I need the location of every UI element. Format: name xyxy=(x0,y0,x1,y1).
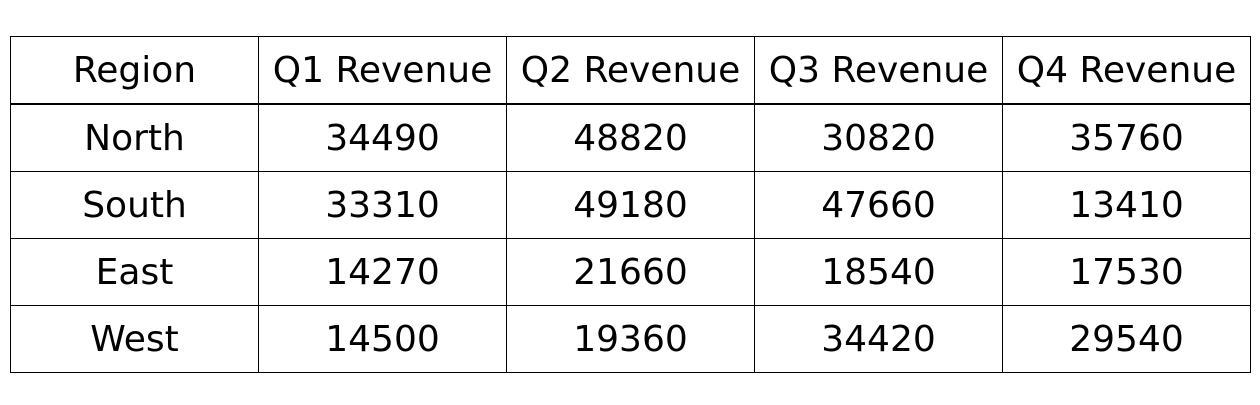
table-cell-value: 49180 xyxy=(506,171,755,239)
table-cell-value: 13410 xyxy=(1002,171,1251,239)
table-cell-value: 14500 xyxy=(258,305,507,373)
header-cell-q3-revenue: Q3 Revenue xyxy=(754,36,1003,105)
table-cell-value: 35760 xyxy=(1002,103,1251,172)
revenue-table: Region Q1 Revenue Q2 Revenue Q3 Revenue … xyxy=(10,36,1251,373)
table-cell-region: North xyxy=(10,103,259,172)
table-cell-value: 17530 xyxy=(1002,238,1251,306)
table-cell-region: South xyxy=(10,171,259,239)
table-row: South 33310 49180 47660 13410 xyxy=(10,171,1251,239)
table-cell-value: 21660 xyxy=(506,238,755,306)
table-cell-region: East xyxy=(10,238,259,306)
table-row: West 14500 19360 34420 29540 xyxy=(10,305,1251,373)
table-body: North 34490 48820 30820 35760 South 3331… xyxy=(10,103,1251,373)
table-cell-value: 18540 xyxy=(754,238,1003,306)
table-cell-region: West xyxy=(10,305,259,373)
table-cell-value: 30820 xyxy=(754,103,1003,172)
table-cell-value: 33310 xyxy=(258,171,507,239)
table-cell-value: 48820 xyxy=(506,103,755,172)
table-cell-value: 34490 xyxy=(258,103,507,172)
revenue-table-container: Region Q1 Revenue Q2 Revenue Q3 Revenue … xyxy=(10,36,1251,373)
table-cell-value: 34420 xyxy=(754,305,1003,373)
table-row: North 34490 48820 30820 35760 xyxy=(10,103,1251,172)
table-cell-value: 29540 xyxy=(1002,305,1251,373)
header-cell-region: Region xyxy=(10,36,259,105)
table-cell-value: 47660 xyxy=(754,171,1003,239)
table-cell-value: 14270 xyxy=(258,238,507,306)
table-cell-value: 19360 xyxy=(506,305,755,373)
table-row: East 14270 21660 18540 17530 xyxy=(10,238,1251,306)
header-cell-q1-revenue: Q1 Revenue xyxy=(258,36,507,105)
header-cell-q2-revenue: Q2 Revenue xyxy=(506,36,755,105)
header-row: Region Q1 Revenue Q2 Revenue Q3 Revenue … xyxy=(10,36,1251,105)
header-cell-q4-revenue: Q4 Revenue xyxy=(1002,36,1251,105)
table-header: Region Q1 Revenue Q2 Revenue Q3 Revenue … xyxy=(10,36,1251,105)
